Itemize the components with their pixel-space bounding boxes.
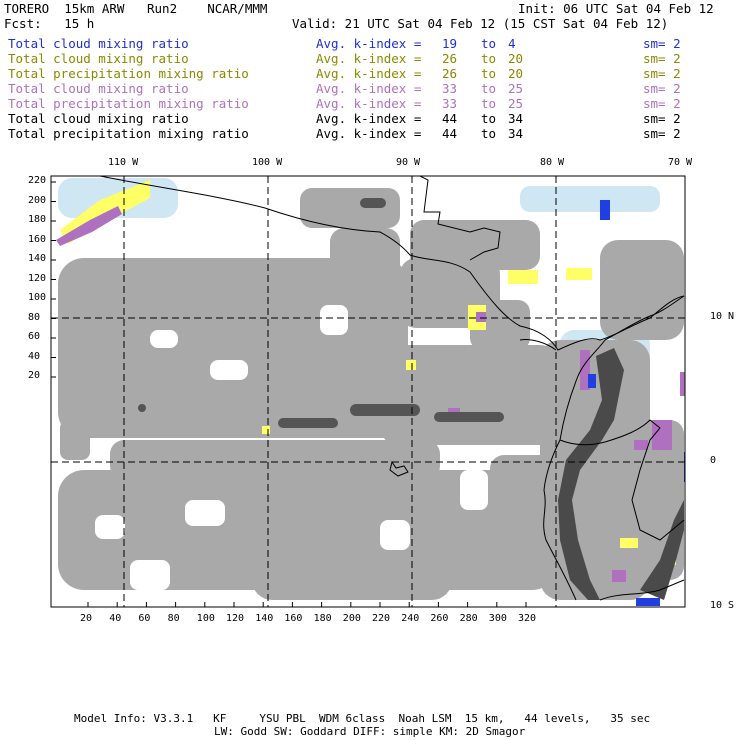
init-time: Init: 06 UTC Sat 04 Feb 12	[518, 1, 714, 16]
longitude-label: 70 W	[668, 157, 693, 168]
x-tick-label: 80	[167, 613, 180, 624]
legend-smooth: sm= 2	[643, 36, 681, 51]
legend-smooth: sm= 2	[643, 126, 681, 141]
legend-variable: Total precipitation mixing ratio	[8, 126, 249, 141]
legend-until: 20	[508, 51, 524, 66]
y-tick-label: 120	[28, 272, 47, 284]
coastlines	[99, 176, 685, 601]
legend-avg: Avg. k-index =	[316, 36, 422, 51]
legend-from: 44	[442, 111, 458, 126]
legend-row: Total cloud mixing ratio Avg. k-index = 19…	[8, 36, 738, 51]
legend-variable: Total precipitation mixing ratio	[8, 66, 249, 81]
physics-info: LW: Godd SW: Goddard DIFF: simple KM: 2D…	[214, 725, 526, 738]
legend-smooth: sm= 2	[643, 96, 681, 111]
x-tick-label: 320	[518, 613, 537, 624]
legend-variable: Total cloud mixing ratio	[8, 51, 189, 66]
legend-variable: Total cloud mixing ratio	[8, 36, 189, 51]
x-tick-label: 280	[459, 613, 478, 624]
longitude-label: 110 W	[108, 157, 139, 168]
legend-smooth: sm= 2	[643, 66, 681, 81]
legend-to: to	[481, 96, 497, 111]
legend-until: 34	[508, 111, 524, 126]
y-tick-label: 180	[28, 214, 47, 225]
latitude-label: 10 S	[710, 600, 735, 611]
x-tick-label: 100	[196, 613, 215, 624]
legend-to: to	[481, 81, 497, 96]
x-tick-label: 60	[138, 613, 151, 624]
legend-until: 25	[508, 81, 524, 96]
legend-to: to	[481, 126, 497, 141]
x-tick-label: 120	[226, 613, 245, 624]
legend-until: 4	[508, 36, 516, 51]
y-tick-label: 220	[28, 175, 47, 186]
legend-to: to	[481, 51, 497, 66]
legend-variable: Total cloud mixing ratio	[8, 81, 189, 96]
legend-to: to	[481, 111, 497, 126]
legend-smooth: sm= 2	[643, 81, 681, 96]
legend-variable: Total precipitation mixing ratio	[8, 96, 249, 111]
x-tick-label: 140	[255, 613, 274, 624]
legend-until: 34	[508, 126, 524, 141]
model-info: Model Info: V3.3.1 KF YSU PBL WDM 6class…	[74, 712, 651, 725]
x-tick-label: 180	[313, 613, 332, 624]
y-tick-label: 80	[28, 311, 41, 323]
legend-from: 33	[442, 81, 458, 96]
legend-avg: Avg. k-index =	[316, 51, 422, 66]
x-tick-label: 40	[109, 613, 122, 624]
legend-to: to	[481, 66, 497, 81]
x-tick-label: 220	[372, 613, 391, 624]
legend-avg: Avg. k-index =	[316, 111, 422, 126]
legend-to: to	[481, 36, 497, 51]
legend-row: Total precipitation mixing ratio Avg. k-i…	[8, 96, 738, 111]
legend-from: 26	[442, 66, 458, 81]
legend-avg: Avg. k-index =	[316, 96, 422, 111]
legend-smooth: sm= 2	[643, 51, 681, 66]
legend-from: 33	[442, 96, 458, 111]
longitude-label: 90 W	[396, 157, 421, 168]
legend-row: Total precipitation mixing ratio Avg. k-i…	[8, 66, 738, 81]
legend-smooth: sm= 2	[643, 111, 681, 126]
legend-until: 25	[508, 96, 524, 111]
x-tick-label: 240	[401, 613, 420, 624]
x-tick-label: 300	[488, 613, 507, 624]
cloud-field	[51, 176, 685, 607]
legend-row: Total cloud mixing ratio Avg. k-index = 33…	[8, 81, 738, 96]
graticule	[51, 176, 685, 607]
x-tick-label: 260	[430, 613, 449, 624]
legend-row: Total precipitation mixing ratio Avg. k-i…	[8, 126, 738, 141]
model-title: TORERO 15km ARW Run2 NCAR/MMM	[4, 1, 268, 16]
x-tick-label: 200	[342, 613, 361, 624]
legend-row: Total cloud mixing ratio Avg. k-index = 26…	[8, 51, 738, 66]
y-tick-label: 160	[28, 233, 47, 245]
longitude-label: 80 W	[540, 157, 565, 168]
latitude-label: 0	[710, 455, 717, 466]
y-tick-label: 140	[28, 253, 47, 264]
y-tick-label: 100	[28, 292, 47, 303]
forecast-hour: Fcst: 15 h	[4, 16, 95, 31]
legend-row: Total cloud mixing ratio Avg. k-index = 44…	[8, 111, 738, 126]
legend-from: 19	[442, 36, 458, 51]
legend-variable: Total cloud mixing ratio	[8, 111, 189, 126]
legend-from: 26	[442, 51, 458, 66]
y-tick-label: 40	[28, 350, 41, 362]
legend-from: 44	[442, 126, 458, 141]
latitude-label: 10 N	[710, 311, 735, 322]
map-frame	[50, 175, 686, 608]
legend-avg: Avg. k-index =	[316, 81, 422, 96]
legend-avg: Avg. k-index =	[316, 126, 422, 141]
y-tick-label: 200	[28, 194, 47, 206]
valid-time: Valid: 21 UTC Sat 04 Feb 12 (15 CST Sat …	[292, 16, 669, 31]
x-tick-label: 160	[284, 613, 303, 624]
y-tick-label: 60	[28, 331, 41, 342]
legend-avg: Avg. k-index =	[316, 66, 422, 81]
legend-until: 20	[508, 66, 524, 81]
longitude-label: 100 W	[252, 157, 283, 168]
x-tick-label: 20	[80, 613, 93, 624]
y-tick-label: 20	[28, 370, 41, 381]
